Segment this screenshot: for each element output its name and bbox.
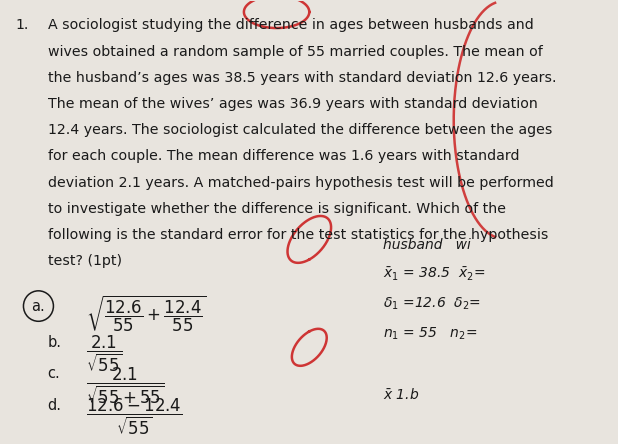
- Text: $\dfrac{2.1}{\sqrt{55}}$: $\dfrac{2.1}{\sqrt{55}}$: [86, 333, 123, 374]
- Text: 12.4 years. The sociologist calculated the difference between the ages: 12.4 years. The sociologist calculated t…: [48, 123, 552, 137]
- Text: The mean of the wives’ ages was 36.9 years with standard deviation: The mean of the wives’ ages was 36.9 yea…: [48, 97, 538, 111]
- Text: following is the standard error for the test statistics for the hypothesis: following is the standard error for the …: [48, 228, 548, 242]
- Text: $n_1$ = 55   $n_2$=: $n_1$ = 55 $n_2$=: [383, 325, 477, 342]
- Text: $\dfrac{12.6-12.4}{\sqrt{55}}$: $\dfrac{12.6-12.4}{\sqrt{55}}$: [86, 397, 182, 437]
- Text: $\delta_1$ =12.6  $\delta_2$=: $\delta_1$ =12.6 $\delta_2$=: [383, 296, 481, 312]
- Text: to investigate whether the difference is significant. Which of the: to investigate whether the difference is…: [48, 202, 506, 216]
- Text: A sociologist studying the difference in ages between husbands and: A sociologist studying the difference in…: [48, 18, 533, 32]
- Text: $\bar{x}$ 1.b: $\bar{x}$ 1.b: [383, 388, 419, 402]
- Text: b.: b.: [48, 334, 62, 349]
- Text: husband   wi: husband wi: [383, 238, 471, 252]
- Text: deviation 2.1 years. A matched-pairs hypothesis test will be performed: deviation 2.1 years. A matched-pairs hyp…: [48, 176, 554, 190]
- Text: $\sqrt{\dfrac{12.6}{55}+\dfrac{12.4}{55}}$: $\sqrt{\dfrac{12.6}{55}+\dfrac{12.4}{55}…: [86, 293, 207, 334]
- Text: wives obtained a random sample of 55 married couples. The mean of: wives obtained a random sample of 55 mar…: [48, 44, 543, 59]
- Text: the husband’s ages was 38.5 years with standard deviation 12.6 years.: the husband’s ages was 38.5 years with s…: [48, 71, 556, 85]
- Text: $\bar{x}_1$ = 38.5  $\bar{x}_{2}$=: $\bar{x}_1$ = 38.5 $\bar{x}_{2}$=: [383, 266, 485, 283]
- Text: for each couple. The mean difference was 1.6 years with standard: for each couple. The mean difference was…: [48, 150, 519, 163]
- Text: $\dfrac{2.1}{\sqrt{55+55}}$: $\dfrac{2.1}{\sqrt{55+55}}$: [86, 365, 164, 405]
- Text: d.: d.: [48, 398, 62, 413]
- Text: test? (1pt): test? (1pt): [48, 254, 122, 269]
- Text: a.: a.: [32, 298, 45, 313]
- Text: c.: c.: [48, 366, 61, 381]
- Text: 1.: 1.: [15, 18, 28, 32]
